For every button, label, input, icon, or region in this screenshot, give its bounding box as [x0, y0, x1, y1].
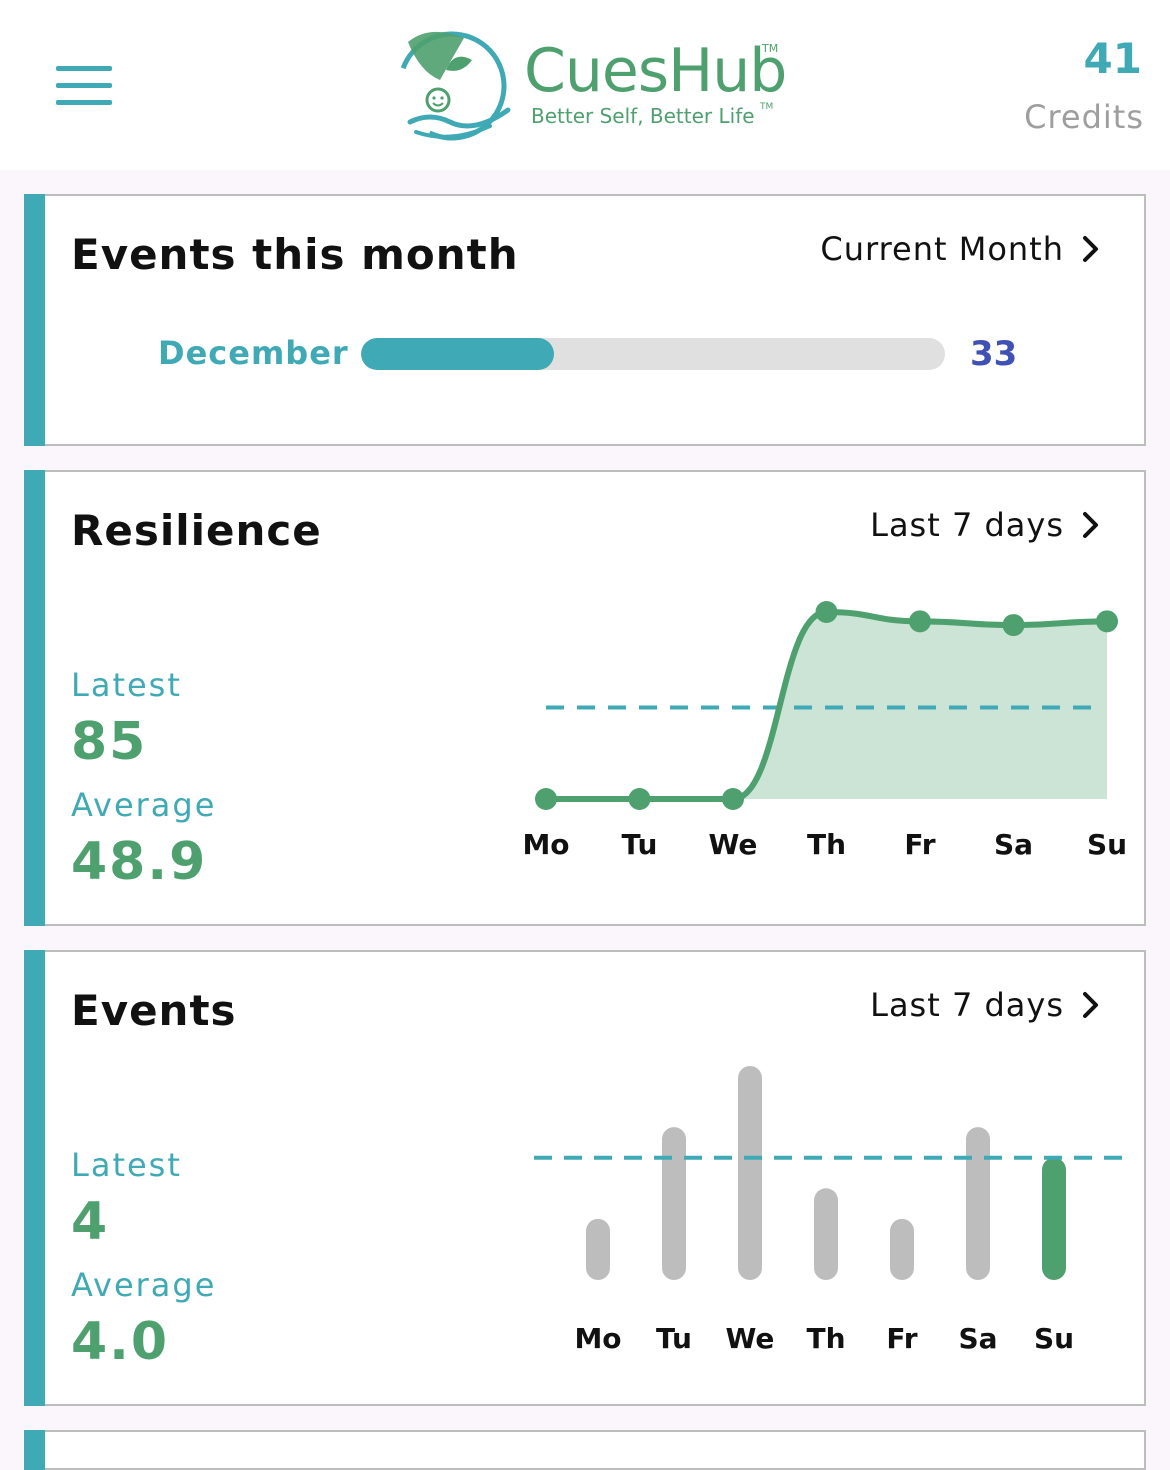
month-event-count: 33 — [970, 334, 1018, 374]
events-latest-value: 4 — [71, 1192, 110, 1252]
resilience-area-fill — [733, 612, 1107, 799]
cueshub-logo: CuesHub TM Better Self, Better Life TM — [390, 22, 790, 150]
chevron-right-icon — [1083, 512, 1098, 538]
resilience-x-label-tu: Tu — [622, 828, 658, 861]
resilience-point-su — [1096, 610, 1118, 633]
events-x-label-mo: Mo — [574, 1322, 621, 1355]
events-bar-mo — [586, 1218, 610, 1280]
events-bar-th — [814, 1188, 838, 1280]
events-bar-su — [1042, 1157, 1066, 1280]
events-x-label-fr: Fr — [886, 1322, 917, 1355]
events-month-title: Events this month — [71, 230, 519, 279]
resilience-range-link[interactable]: Last 7 days — [870, 506, 1102, 544]
resilience-x-label-we: We — [709, 828, 758, 861]
events-bar-sa — [966, 1127, 990, 1280]
resilience-point-tu — [628, 788, 651, 810]
resilience-point-th — [815, 601, 838, 623]
events-bar-tu — [662, 1127, 686, 1280]
events-bar-we — [738, 1066, 762, 1280]
resilience-x-label-fr: Fr — [904, 828, 935, 861]
resilience-chart: Mo Tu We Th Fr Sa Su — [522, 601, 1127, 861]
month-label: December — [158, 334, 349, 372]
logo-emblem-icon — [397, 31, 511, 141]
events-chart: Mo Tu We Th Fr Sa Su — [534, 1066, 1124, 1355]
events-average-label: Average — [71, 1266, 217, 1304]
logo-tagline-trademark: TM — [760, 102, 774, 112]
current-month-link[interactable]: Current Month — [820, 230, 1102, 268]
events-range-link[interactable]: Last 7 days — [870, 986, 1102, 1024]
chevron-right-icon — [1083, 992, 1098, 1018]
resilience-latest-label: Latest — [71, 666, 182, 704]
logo-title: CuesHub — [524, 36, 787, 106]
events-bar-fr — [890, 1218, 914, 1280]
events-x-label-su: Su — [1034, 1322, 1074, 1355]
next-card-peek — [24, 1430, 1146, 1470]
hamburger-menu-icon[interactable] — [56, 66, 112, 106]
resilience-point-we — [722, 788, 744, 810]
events-x-label-th: Th — [806, 1322, 845, 1355]
credits-label[interactable]: Credits — [1024, 98, 1144, 136]
events-card: Events Last 7 days Latest 4 Average 4.0 … — [24, 950, 1146, 1406]
resilience-point-mo — [535, 788, 557, 810]
resilience-latest-value: 85 — [71, 712, 148, 772]
events-x-label-sa: Sa — [958, 1322, 997, 1355]
events-x-label-tu: Tu — [656, 1322, 692, 1355]
chevron-right-icon — [1083, 236, 1098, 262]
credits-count[interactable]: 41 — [1083, 34, 1142, 83]
resilience-average-value: 48.9 — [71, 832, 208, 892]
events-range-label: Last 7 days — [870, 986, 1064, 1024]
logo-trademark: TM — [762, 42, 779, 55]
resilience-x-label-sa: Sa — [994, 828, 1033, 861]
resilience-range-label: Last 7 days — [870, 506, 1064, 544]
app-header: CuesHub TM Better Self, Better Life TM 4… — [0, 0, 1170, 170]
events-title: Events — [71, 986, 237, 1035]
events-month-card: Events this month Current Month December… — [24, 194, 1146, 446]
current-month-label: Current Month — [820, 230, 1064, 268]
resilience-x-label-mo: Mo — [522, 828, 569, 861]
events-x-label-we: We — [726, 1322, 775, 1355]
logo-tagline: Better Self, Better Life — [531, 104, 755, 128]
resilience-point-fr — [909, 610, 931, 633]
resilience-x-label-su: Su — [1087, 828, 1127, 861]
resilience-point-sa — [1002, 614, 1025, 637]
month-progress-fill — [361, 338, 554, 370]
resilience-average-label: Average — [71, 786, 217, 824]
resilience-x-label-th: Th — [807, 828, 846, 861]
resilience-card: Resilience Last 7 days Latest 85 Average… — [24, 470, 1146, 926]
events-average-value: 4.0 — [71, 1312, 170, 1372]
month-progress-bar — [361, 338, 945, 370]
resilience-title: Resilience — [71, 506, 322, 555]
events-latest-label: Latest — [71, 1146, 182, 1184]
